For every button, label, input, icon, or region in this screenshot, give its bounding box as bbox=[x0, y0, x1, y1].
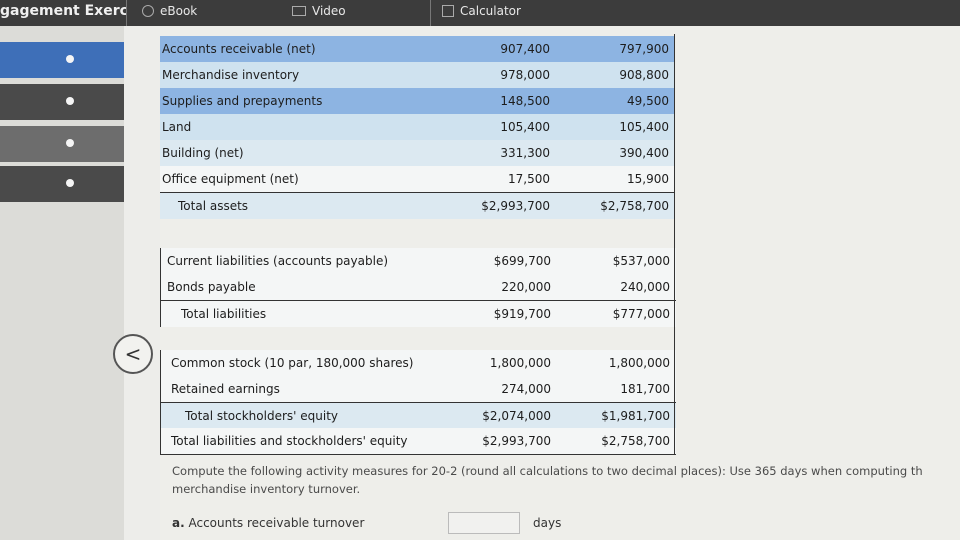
value-20-2: $2,074,000 bbox=[482, 409, 551, 423]
chevron-left-icon: < bbox=[124, 342, 142, 366]
table-row: Common stock (10 par, 180,000 shares) 1,8… bbox=[160, 350, 676, 376]
nav-dot-icon bbox=[66, 179, 74, 187]
row-label: Total stockholders' equity bbox=[185, 409, 339, 423]
value-20-1: $2,758,700 bbox=[600, 199, 669, 213]
table-row: Accounts receivable (net) 907,400 797,900 bbox=[160, 36, 675, 62]
question-text: Compute the following activity measures … bbox=[172, 464, 923, 496]
value-20-1: 49,500 bbox=[627, 94, 669, 108]
nav-dot-icon bbox=[66, 97, 74, 105]
value-20-2: 1,800,000 bbox=[489, 356, 551, 370]
total-assets-row: Total assets $2,993,700 $2,758,700 bbox=[160, 192, 675, 219]
table-row: Office equipment (net) 17,500 15,900 bbox=[160, 166, 675, 192]
tab-calculator[interactable]: Calculator bbox=[442, 4, 521, 18]
nav-item-3[interactable] bbox=[0, 126, 124, 162]
tab-video-label: Video bbox=[312, 4, 346, 18]
value-20-2: 978,000 bbox=[500, 68, 550, 82]
value-20-1: 105,400 bbox=[619, 120, 669, 134]
row-label: Retained earnings bbox=[171, 382, 280, 396]
assignment-title: gagement Exerc bbox=[0, 3, 128, 19]
value-20-1: $537,000 bbox=[612, 254, 670, 268]
accounts-receivable-turnover-input[interactable] bbox=[448, 512, 520, 534]
value-20-1: 1,800,000 bbox=[608, 356, 670, 370]
value-20-2: $2,993,700 bbox=[481, 199, 550, 213]
nav-dot-icon bbox=[66, 139, 74, 147]
value-20-2: $919,700 bbox=[493, 307, 551, 321]
value-20-1: 240,000 bbox=[620, 280, 670, 294]
main-content: Accounts receivable (net) 907,400 797,900 … bbox=[160, 26, 960, 540]
question-nav bbox=[0, 26, 124, 540]
row-label: Merchandise inventory bbox=[162, 68, 300, 82]
total-liabilities-equity-row: Total liabilities and stockholders' equi… bbox=[160, 428, 676, 455]
value-20-1: $1,981,700 bbox=[601, 409, 670, 423]
tab-ebook[interactable]: eBook bbox=[142, 4, 197, 18]
total-liabilities-row: Total liabilities $919,700 $777,000 bbox=[160, 300, 676, 327]
part-a-text: Accounts receivable turnover bbox=[188, 516, 365, 530]
tab-video[interactable]: Video bbox=[292, 4, 346, 18]
row-label: Accounts receivable (net) bbox=[162, 42, 316, 56]
value-20-2: 105,400 bbox=[500, 120, 550, 134]
total-equity-row: Total stockholders' equity $2,074,000 $1,9… bbox=[160, 402, 676, 429]
nav-gutter bbox=[124, 26, 160, 540]
value-20-1: 390,400 bbox=[619, 146, 669, 160]
table-row: Building (net) 331,300 390,400 bbox=[160, 140, 675, 166]
table-row: Current liabilities (accounts payable) $6… bbox=[160, 248, 676, 274]
row-label: Total assets bbox=[178, 199, 249, 213]
back-button[interactable]: < bbox=[113, 334, 153, 374]
row-label: Bonds payable bbox=[167, 280, 256, 294]
row-label: Total liabilities bbox=[181, 307, 267, 321]
row-label: Building (net) bbox=[162, 146, 244, 160]
part-a-letter: a. bbox=[172, 516, 185, 530]
table-row: Retained earnings 274,000 181,700 bbox=[160, 376, 676, 402]
row-label: Current liabilities (accounts payable) bbox=[167, 254, 389, 268]
nav-dot-icon bbox=[66, 55, 74, 63]
value-20-1: 908,800 bbox=[619, 68, 669, 82]
calculator-icon bbox=[442, 5, 454, 17]
row-label: Total liabilities and stockholders' equi… bbox=[171, 434, 408, 448]
part-a-unit: days bbox=[533, 516, 562, 530]
value-20-2: 220,000 bbox=[501, 280, 551, 294]
value-20-1: 797,900 bbox=[619, 42, 669, 56]
book-icon bbox=[142, 5, 154, 17]
value-20-2: 274,000 bbox=[501, 382, 551, 396]
value-20-1: 181,700 bbox=[620, 382, 670, 396]
value-20-1: $2,758,700 bbox=[601, 434, 670, 448]
toolbar-separator bbox=[126, 0, 127, 26]
tab-calculator-label: Calculator bbox=[460, 4, 521, 18]
nav-item-4[interactable] bbox=[0, 166, 124, 202]
table-row: Land 105,400 105,400 bbox=[160, 114, 675, 140]
toolbar-separator bbox=[430, 0, 431, 26]
row-label: Land bbox=[162, 120, 192, 134]
value-20-2: $2,993,700 bbox=[482, 434, 551, 448]
row-label: Supplies and prepayments bbox=[162, 94, 323, 108]
value-20-1: $777,000 bbox=[612, 307, 670, 321]
top-toolbar: gagement Exerc eBook Video Calculator bbox=[0, 0, 960, 26]
nav-item-1[interactable] bbox=[0, 42, 124, 78]
value-20-2: 331,300 bbox=[500, 146, 550, 160]
row-label: Office equipment (net) bbox=[162, 172, 299, 186]
video-icon bbox=[292, 6, 306, 16]
value-20-2: 907,400 bbox=[500, 42, 550, 56]
table-row: Bonds payable 220,000 240,000 bbox=[160, 274, 676, 300]
row-label: Common stock (10 par, 180,000 shares) bbox=[171, 356, 414, 370]
value-20-2: 148,500 bbox=[500, 94, 550, 108]
value-20-1: 15,900 bbox=[627, 172, 669, 186]
nav-item-2[interactable] bbox=[0, 84, 124, 120]
value-20-2: $699,700 bbox=[493, 254, 551, 268]
tab-ebook-label: eBook bbox=[160, 4, 198, 18]
table-row: Supplies and prepayments 148,500 49,500 bbox=[160, 88, 675, 114]
part-a-label: a. Accounts receivable turnover bbox=[172, 516, 364, 530]
table-row: Merchandise inventory 978,000 908,800 bbox=[160, 62, 675, 88]
value-20-2: 17,500 bbox=[508, 172, 550, 186]
